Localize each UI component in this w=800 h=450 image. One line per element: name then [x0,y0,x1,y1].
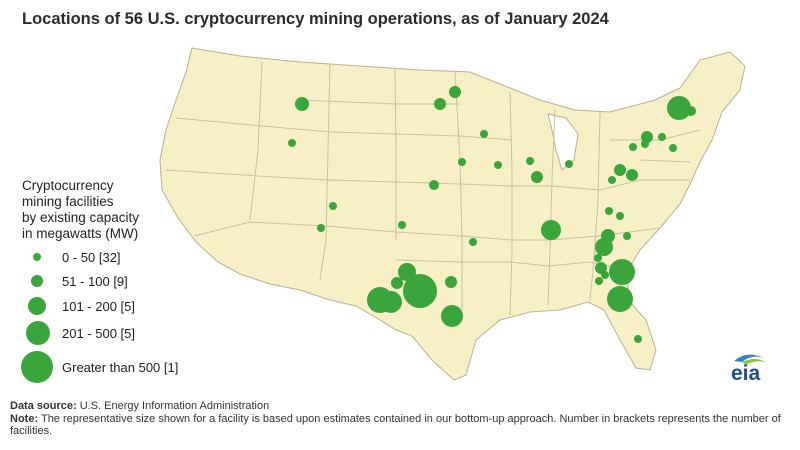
facility-bubble [667,96,691,120]
facility-bubble [458,158,466,166]
legend-title-line: by existing capacity [22,210,140,225]
facility-bubble [434,98,446,110]
legend-title-line: Cryptocurrency [22,178,114,193]
legend-dot-icon [28,297,46,315]
facility-bubble [634,335,642,343]
facility-bubble [623,232,631,240]
eia-logo: eia [722,352,772,388]
note-text: The representative size shown for a faci… [10,412,781,438]
source-text: U.S. Energy Information Administration [79,400,270,412]
facility-bubble [445,276,457,288]
state-borders [165,61,701,316]
us-map [159,47,746,381]
legend-title: Cryptocurrency mining facilities by exis… [22,178,139,242]
map-title: Locations of 56 U.S. cryptocurrency mini… [22,10,609,28]
facility-bubble [317,224,325,232]
facility-bubble [641,140,649,148]
facility-bubble [595,238,613,256]
legend-dot-icon [31,275,43,287]
legend-label: 51 - 100 [9] [62,274,128,289]
facility-bubble [607,286,633,312]
source-line: Data source: U.S. Energy Information Adm… [10,400,795,413]
legend-label: Greater than 500 [1] [62,360,179,375]
note-label: Note: [10,412,39,425]
legend-dot-icon [26,321,50,345]
facility-bubble [565,160,573,168]
facility-bubble [658,133,666,141]
facility-bubble [429,180,439,190]
legend-item-0-50: 0 - 50 [32] [0,250,260,280]
legend-dot-icon [21,351,53,383]
legend-label: 201 - 500 [5] [62,326,135,341]
facility-bubble [641,131,653,143]
facility-bubble [629,143,637,151]
facility-bubble [594,254,602,262]
facility-bubble [391,277,403,289]
facility-bubble [329,202,337,210]
legend-title-line: in megawatts (MW) [22,226,139,241]
facility-bubble [609,259,635,285]
facility-bubble [494,161,502,169]
facility-bubbles [288,86,696,343]
footer: Data source: U.S. Energy Information Adm… [10,400,795,438]
facility-bubble [595,277,603,285]
facility-bubble [398,221,406,229]
facility-bubble [288,139,296,147]
facility-bubble [469,238,477,246]
facility-bubble [595,262,607,274]
legend-label: 101 - 200 [5] [62,299,135,314]
legend-item-201-500: 201 - 500 [5] [0,321,260,351]
facility-bubble [626,169,638,181]
legend-item-51-100: 51 - 100 [9] [0,274,260,304]
facility-bubble [526,157,534,165]
facility-bubble [608,176,616,184]
facility-bubble [380,291,402,313]
facility-bubble [295,97,309,111]
us-land [159,47,746,381]
legend-dot-icon [33,253,41,261]
facility-bubble [449,86,461,98]
facility-bubble [441,305,463,327]
facility-bubble [403,274,437,308]
facility-bubble [605,207,613,215]
facility-bubble [686,106,696,116]
facility-bubble [616,212,624,220]
legend-label: 0 - 50 [32] [62,250,121,265]
legend-item-101-200: 101 - 200 [5] [0,296,260,326]
facility-bubble [541,220,561,240]
facility-bubble [614,164,626,176]
eia-logo-swoosh-icon [734,354,766,365]
facility-bubble [531,171,543,183]
source-label: Data source: [10,400,77,412]
note-line: Note: The representative size shown for … [10,413,795,438]
eia-logo-text: eia [731,362,761,385]
legend-title-line: mining facilities [22,194,114,209]
facility-bubble [480,130,488,138]
legend-item-over-500: Greater than 500 [1] [0,351,260,383]
facility-bubble [601,271,609,279]
facility-bubble [669,144,677,152]
